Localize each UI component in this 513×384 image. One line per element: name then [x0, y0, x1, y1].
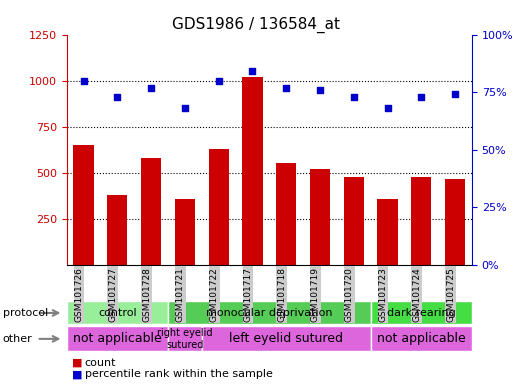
Text: GSM101727: GSM101727 — [108, 267, 117, 322]
Text: not applicable: not applicable — [377, 333, 466, 345]
Point — [248, 68, 256, 74]
Text: count: count — [85, 358, 116, 368]
Point — [282, 84, 290, 91]
Text: right eyelid
sutured: right eyelid sutured — [157, 328, 213, 350]
Text: other: other — [3, 334, 32, 344]
Bar — [344, 177, 364, 265]
Text: GSM101719: GSM101719 — [311, 267, 320, 322]
Point — [316, 87, 324, 93]
Text: ■: ■ — [72, 358, 82, 368]
Text: protocol: protocol — [3, 308, 48, 318]
Text: GSM101718: GSM101718 — [277, 267, 286, 322]
Point — [417, 94, 425, 100]
Point — [147, 84, 155, 91]
Text: GSM101720: GSM101720 — [345, 267, 354, 322]
Point — [113, 94, 122, 100]
Text: GSM101725: GSM101725 — [446, 267, 455, 322]
Point — [181, 105, 189, 111]
Bar — [208, 149, 229, 265]
Text: dark rearing: dark rearing — [387, 308, 456, 318]
Text: left eyelid sutured: left eyelid sutured — [229, 333, 343, 345]
Text: control: control — [98, 308, 136, 318]
Point — [350, 94, 358, 100]
Text: GSM101724: GSM101724 — [412, 267, 421, 322]
Bar — [175, 199, 195, 265]
Bar — [378, 199, 398, 265]
Text: GSM101726: GSM101726 — [74, 267, 84, 322]
Bar — [445, 179, 465, 265]
Bar — [310, 169, 330, 265]
Point — [214, 78, 223, 84]
Text: ■: ■ — [72, 369, 82, 379]
Text: GDS1986 / 136584_at: GDS1986 / 136584_at — [172, 17, 341, 33]
Text: percentile rank within the sample: percentile rank within the sample — [85, 369, 272, 379]
Point — [383, 105, 391, 111]
Bar — [107, 195, 127, 265]
Bar — [242, 77, 263, 265]
Bar — [73, 145, 94, 265]
Point — [80, 78, 88, 84]
Point — [451, 91, 459, 98]
Text: not applicable: not applicable — [73, 333, 162, 345]
Bar — [411, 177, 431, 265]
Bar — [276, 163, 297, 265]
Text: GSM101722: GSM101722 — [210, 267, 219, 322]
Text: GSM101728: GSM101728 — [142, 267, 151, 322]
Text: GSM101717: GSM101717 — [244, 267, 252, 322]
Bar — [141, 158, 161, 265]
Text: GSM101721: GSM101721 — [176, 267, 185, 322]
Text: monocular deprivation: monocular deprivation — [206, 308, 332, 318]
Text: GSM101723: GSM101723 — [379, 267, 387, 322]
